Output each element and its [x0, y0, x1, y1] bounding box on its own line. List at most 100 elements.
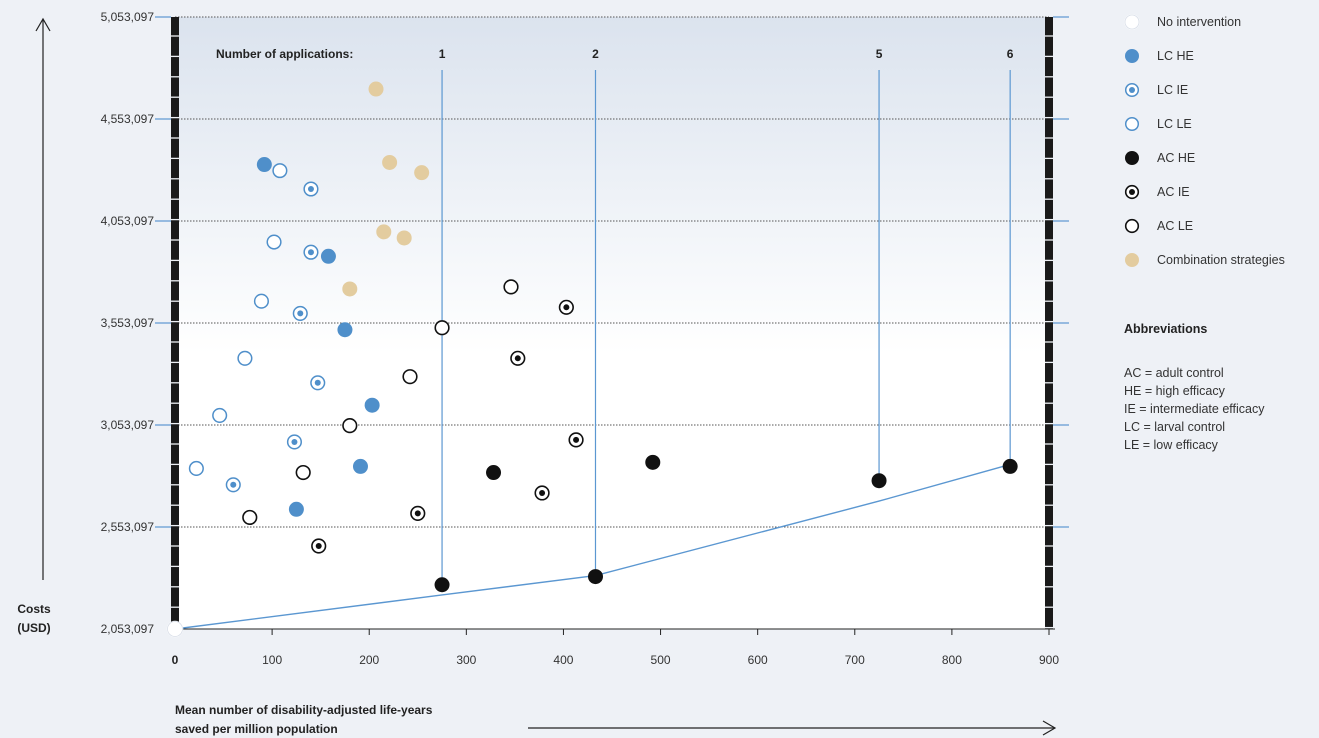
x-tick-label: 500	[651, 653, 671, 667]
legend-item: LC LE	[1124, 116, 1192, 132]
marker-shape	[382, 154, 398, 170]
y-tick-label: 3,053,097	[101, 418, 155, 432]
marker-shape	[871, 473, 887, 489]
data-point-tan-filled	[396, 230, 412, 246]
marker-shape	[212, 407, 228, 423]
marker-shape	[342, 281, 358, 297]
data-point-black-filled	[871, 473, 887, 489]
marker-shape	[645, 454, 661, 470]
marker-blue-dot	[1124, 82, 1140, 98]
marker-blue-ring	[1124, 116, 1140, 132]
legend-item: LC IE	[1124, 82, 1188, 98]
data-point-black-ring	[342, 418, 358, 434]
data-point-black-dot	[568, 432, 584, 448]
data-points	[166, 81, 1018, 638]
application-numbers: 1 2 5 6	[439, 47, 1014, 61]
data-point-blue-ring	[212, 407, 228, 423]
marker-dot	[573, 436, 580, 443]
data-point-blue-dot	[303, 181, 319, 197]
marker-black-ring	[1124, 218, 1140, 234]
abbreviations-list: AC = adult control HE = high efficacy IE =…	[1124, 366, 1265, 452]
legend-label: AC HE	[1157, 151, 1195, 165]
data-point-blue-dot	[225, 477, 241, 493]
data-point-blue-dot	[303, 244, 319, 260]
y-tick-label: 4,553,097	[101, 112, 155, 126]
marker-shape	[237, 350, 253, 366]
data-point-black-dot	[410, 505, 426, 521]
marker-shape	[503, 279, 519, 295]
legend-label: Combination strategies	[1157, 253, 1285, 267]
data-point-tan-filled	[376, 224, 392, 240]
marker-shape	[376, 224, 392, 240]
data-point-tan-filled	[414, 165, 430, 181]
marker-shape	[188, 460, 204, 477]
marker-black-dot	[1124, 184, 1140, 200]
marker-blue-filled	[1125, 49, 1139, 63]
y-tick-label: 2,553,097	[101, 520, 155, 534]
data-point-black-ring	[434, 320, 450, 336]
data-point-black-dot	[558, 299, 574, 315]
data-point-black-dot	[510, 350, 526, 366]
data-point-black-dot	[311, 538, 327, 554]
y-axis-ticks: 2,053,097 2,553,097 3,053,097 3,553,097 4,05…	[101, 10, 155, 636]
data-point-black-dot	[534, 485, 550, 501]
data-point-black-filled	[645, 454, 661, 470]
data-point-blue-filled	[288, 501, 304, 517]
legend-item: AC LE	[1124, 218, 1193, 234]
marker-shape	[272, 163, 288, 179]
marker-dot	[514, 355, 521, 362]
y-tick-label: 5,053,097	[101, 10, 155, 24]
marker-shape	[402, 369, 418, 385]
marker-shape	[1125, 49, 1139, 63]
legend-label: LC HE	[1157, 49, 1194, 63]
data-point-blue-ring	[272, 163, 288, 179]
y-tick-label: 2,053,097	[101, 622, 155, 636]
marker-dot	[1129, 189, 1135, 195]
marker-shape	[396, 230, 412, 246]
data-point-black-ring	[503, 279, 519, 295]
legend-marker-outline	[1124, 14, 1140, 30]
data-point-black-filled	[1002, 458, 1018, 474]
marker-shape	[342, 418, 358, 434]
x-tick-label: 600	[748, 653, 768, 667]
data-point-tan-filled	[342, 281, 358, 297]
marker-shape	[1002, 458, 1018, 474]
marker-black-filled	[1125, 151, 1139, 165]
plot-background	[175, 17, 1049, 629]
data-point-blue-ring	[266, 234, 282, 250]
marker-shape	[1124, 116, 1140, 132]
y-axis-arrow-head	[35, 17, 51, 32]
data-point-blue-filled	[352, 458, 368, 474]
abbreviations-title: Abbreviations	[1124, 322, 1207, 336]
data-point-blue-ring	[237, 350, 253, 366]
marker-shape	[414, 165, 430, 181]
legend-label: No intervention	[1157, 15, 1241, 29]
marker-shape	[295, 464, 311, 481]
x-tick-label: 100	[262, 653, 282, 667]
legend-label: LC LE	[1157, 117, 1192, 131]
marker-shape	[1125, 151, 1139, 165]
application-number: 1	[439, 47, 446, 61]
marker-shape	[434, 320, 450, 336]
marker-dot	[539, 489, 546, 496]
data-point-blue-filled	[337, 322, 353, 338]
data-point-blue-dot	[310, 375, 326, 391]
data-point-blue-dot	[292, 305, 308, 321]
legend-item: LC HE	[1125, 49, 1194, 63]
marker-dot	[307, 185, 314, 192]
application-number: 2	[592, 47, 599, 61]
marker-shape	[486, 465, 502, 481]
y-axis-label-line1: Costs	[17, 602, 51, 616]
marker-shape	[253, 293, 269, 309]
legend-item: No intervention	[1124, 14, 1241, 30]
data-point-outline	[167, 621, 183, 637]
marker-shape	[352, 458, 368, 474]
marker-shape	[266, 234, 282, 250]
application-number: 5	[876, 47, 883, 61]
marker-dot	[315, 542, 322, 549]
abbreviation-item: HE = high efficacy	[1124, 384, 1226, 398]
x-axis-ticks: 0 100 200 300 400 500 600 700 800 900	[172, 653, 1060, 667]
legend-item: Combination strategies	[1125, 253, 1285, 267]
data-point-black-ring	[242, 509, 258, 526]
